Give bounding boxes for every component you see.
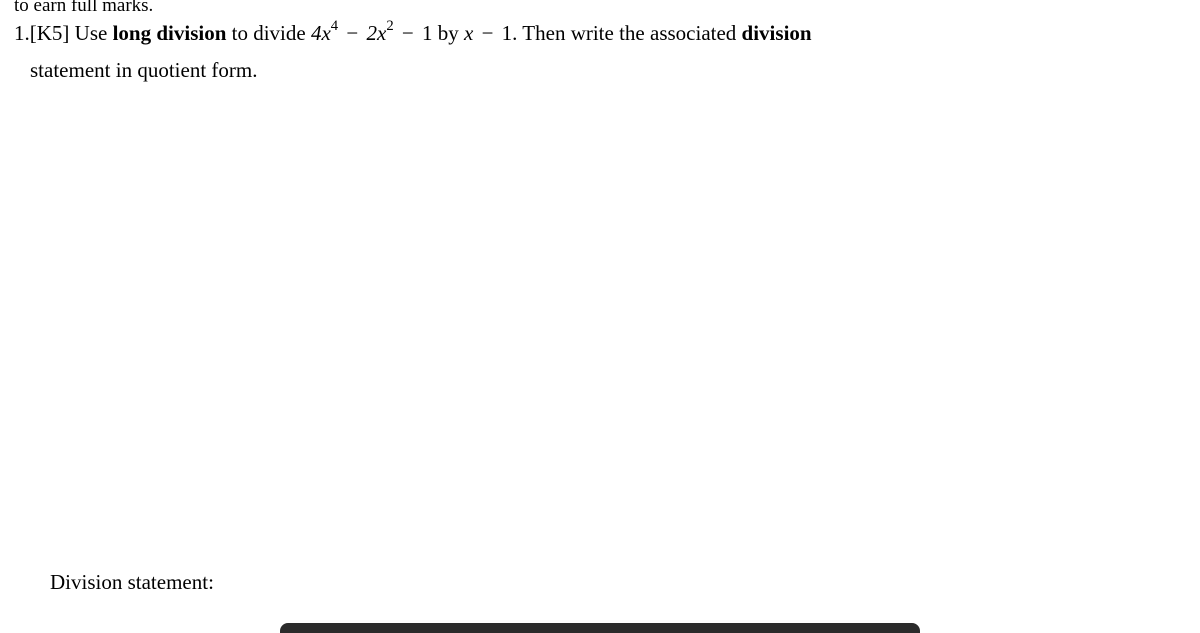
- question-text-line1: 1.[K5] Use long division to divide 4x4 −…: [14, 18, 1186, 48]
- question-mid3: Then write the associated: [517, 21, 741, 45]
- line2-in: in: [110, 58, 137, 82]
- poly-minus2: −: [394, 21, 422, 45]
- divisor-minus: −: [473, 21, 501, 45]
- question-number: 1.: [14, 21, 30, 45]
- poly-exp2: 2: [386, 18, 393, 34]
- poly-coef1: 4: [311, 21, 322, 45]
- truncated-text: to earn full marks.: [14, 0, 153, 17]
- divisor-const: 1.: [502, 21, 518, 45]
- divisor-var: x: [464, 21, 473, 45]
- question-text-line2: statement in quotient form.: [30, 58, 257, 83]
- bold-long-division: long division: [113, 21, 227, 45]
- question-bracket: [K5]: [30, 21, 70, 45]
- poly-var1: x: [321, 21, 330, 45]
- poly-coef2: 2: [366, 21, 377, 45]
- division-statement-label: Division statement:: [50, 570, 214, 595]
- line2-period: .: [252, 58, 257, 82]
- poly-var2: x: [377, 21, 386, 45]
- bold-quotient-form: quotient form: [137, 58, 252, 82]
- poly-exp1: 4: [331, 18, 338, 34]
- poly-const: 1: [422, 21, 433, 45]
- poly-minus1: −: [338, 21, 366, 45]
- bold-statement: statement: [30, 58, 110, 82]
- question-intro: Use: [69, 21, 112, 45]
- question-mid1: to divide: [226, 21, 311, 45]
- bold-division: division: [742, 21, 812, 45]
- bottom-bar: [280, 623, 920, 633]
- question-mid2: by: [433, 21, 465, 45]
